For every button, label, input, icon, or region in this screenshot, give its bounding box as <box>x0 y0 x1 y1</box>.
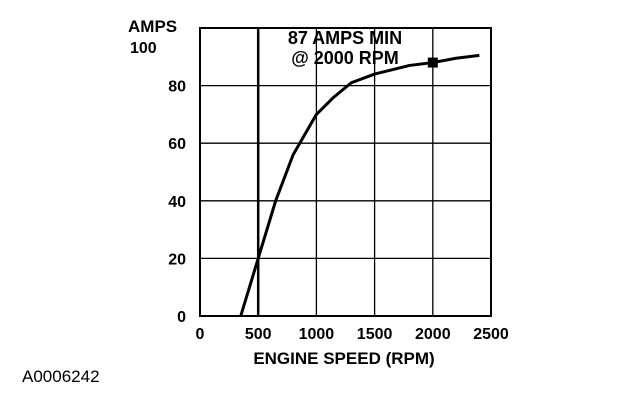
annotation-line-1: 87 AMPS MIN <box>288 28 402 48</box>
x-tick-label: 1500 <box>357 326 393 343</box>
plot-frame <box>199 27 492 317</box>
min-output-marker <box>427 57 438 68</box>
y-tick-label: 80 <box>168 79 186 96</box>
y-tick-label: 40 <box>168 194 186 211</box>
x-tick-label: 500 <box>245 326 272 343</box>
y-tick-label: 0 <box>177 309 186 326</box>
y-tick-label: 60 <box>168 136 186 153</box>
x-tick-label: 2500 <box>473 326 509 343</box>
y-tick-labels: 0 20 40 60 80 100 <box>130 40 186 326</box>
x-tick-label: 1000 <box>299 326 335 343</box>
figure-id: A0006242 <box>22 367 100 386</box>
output-curve <box>239 53 480 317</box>
annotation-line-2: @ 2000 RPM <box>291 48 399 68</box>
grid <box>200 28 491 316</box>
x-tick-labels: 0 500 1000 1500 2000 2500 <box>196 326 509 343</box>
y-axis-label: AMPS <box>128 17 177 36</box>
x-tick-label: 0 <box>196 326 205 343</box>
y-tick-label: 100 <box>130 40 157 57</box>
x-axis-label: ENGINE SPEED (RPM) <box>253 349 434 368</box>
y-tick-label: 20 <box>168 251 186 268</box>
x-tick-label: 2000 <box>415 326 451 343</box>
